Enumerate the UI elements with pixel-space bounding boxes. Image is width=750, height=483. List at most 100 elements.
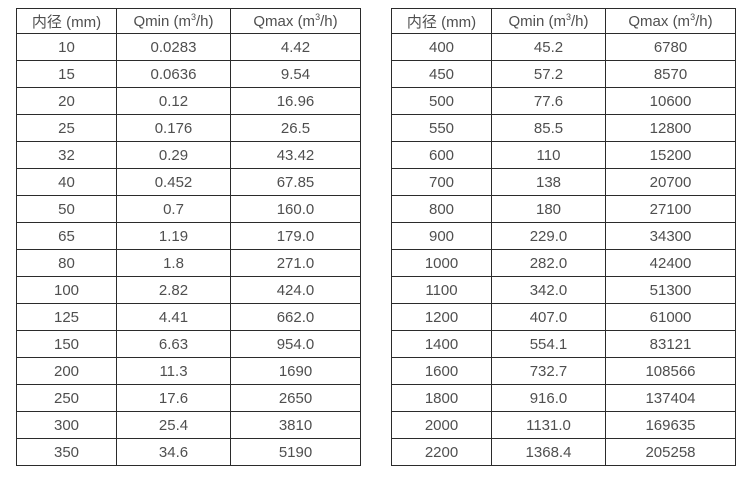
table-cell: 0.176 xyxy=(116,114,231,142)
table-cell: 1800 xyxy=(391,384,492,412)
header-qmax-unit: /h) xyxy=(695,12,713,30)
table-row: 400 45.2 6780 xyxy=(391,33,736,61)
table-cell: 40 xyxy=(16,168,117,196)
table-cell: 229.0 xyxy=(491,222,606,250)
table-cell: 550 xyxy=(391,114,492,142)
table-body: 400 45.2 6780 450 57.2 8570 500 77.6 10600 550 85.… xyxy=(391,33,736,466)
table-row: 550 85.5 12800 xyxy=(391,114,736,142)
table-cell: 1400 xyxy=(391,330,492,358)
table-cell: 180 xyxy=(491,195,606,223)
table-cell: 20 xyxy=(16,87,117,115)
table-cell: 42400 xyxy=(605,249,736,277)
table-cell: 282.0 xyxy=(491,249,606,277)
header-qmin: Qmin (m3/h) xyxy=(491,8,606,34)
table-header-row: 内径 (mm) Qmin (m3/h) Qmax (m3/h) xyxy=(16,8,361,34)
header-qmax-text: Qmax (m xyxy=(628,12,691,30)
header-diameter: 内径 (mm) xyxy=(391,8,492,34)
table-cell: 26.5 xyxy=(230,114,361,142)
table-cell: 15 xyxy=(16,60,117,88)
table-row: 900 229.0 34300 xyxy=(391,222,736,250)
table-row: 800 180 27100 xyxy=(391,195,736,223)
table-cell: 1.8 xyxy=(116,249,231,277)
table-cell: 1690 xyxy=(230,357,361,385)
table-cell: 125 xyxy=(16,303,117,331)
table-cell: 4.41 xyxy=(116,303,231,331)
table-cell: 65 xyxy=(16,222,117,250)
table-cell: 27100 xyxy=(605,195,736,223)
table-cell: 50 xyxy=(16,195,117,223)
header-qmin-superscript: 3 xyxy=(190,11,196,22)
table-row: 65 1.19 179.0 xyxy=(16,222,361,250)
header-qmin-text: Qmin (m xyxy=(133,12,191,30)
table-row: 1000 282.0 42400 xyxy=(391,249,736,277)
table-header-row: 内径 (mm) Qmin (m3/h) Qmax (m3/h) xyxy=(391,8,736,34)
table-row: 20 0.12 16.96 xyxy=(16,87,361,115)
header-qmax-superscript: 3 xyxy=(690,11,696,22)
table-cell: 160.0 xyxy=(230,195,361,223)
table-cell: 954.0 xyxy=(230,330,361,358)
table-row: 250 17.6 2650 xyxy=(16,384,361,412)
table-cell: 137404 xyxy=(605,384,736,412)
table-header: 内径 (mm) Qmin (m3/h) Qmax (m3/h) xyxy=(391,8,736,34)
table-cell: 732.7 xyxy=(491,357,606,385)
table-cell: 61000 xyxy=(605,303,736,331)
header-qmin-text: Qmin (m xyxy=(508,12,566,30)
table-cell: 85.5 xyxy=(491,114,606,142)
table-row: 80 1.8 271.0 xyxy=(16,249,361,277)
table-header: 内径 (mm) Qmin (m3/h) Qmax (m3/h) xyxy=(16,8,361,34)
table-row: 15 0.0636 9.54 xyxy=(16,60,361,88)
table-row: 500 77.6 10600 xyxy=(391,87,736,115)
table-cell: 43.42 xyxy=(230,141,361,169)
flow-table-small-diameters: 内径 (mm) Qmin (m3/h) Qmax (m3/h) 10 0.0283… xyxy=(16,8,361,466)
table-cell: 554.1 xyxy=(491,330,606,358)
table-cell: 400 xyxy=(391,33,492,61)
table-cell: 10600 xyxy=(605,87,736,115)
table-cell: 6.63 xyxy=(116,330,231,358)
header-qmax-text: Qmax (m xyxy=(253,12,316,30)
table-cell: 916.0 xyxy=(491,384,606,412)
header-qmax-unit: /h) xyxy=(320,12,338,30)
table-cell: 100 xyxy=(16,276,117,304)
table-row: 32 0.29 43.42 xyxy=(16,141,361,169)
table-cell: 407.0 xyxy=(491,303,606,331)
table-row: 40 0.452 67.85 xyxy=(16,168,361,196)
table-cell: 342.0 xyxy=(491,276,606,304)
table-cell: 900 xyxy=(391,222,492,250)
table-cell: 57.2 xyxy=(491,60,606,88)
table-row: 1600 732.7 108566 xyxy=(391,357,736,385)
table-cell: 350 xyxy=(16,438,117,466)
header-qmax: Qmax (m3/h) xyxy=(230,8,361,34)
table-cell: 0.0636 xyxy=(116,60,231,88)
table-cell: 4.42 xyxy=(230,33,361,61)
table-row: 2200 1368.4 205258 xyxy=(391,438,736,466)
table-row: 25 0.176 26.5 xyxy=(16,114,361,142)
table-cell: 17.6 xyxy=(116,384,231,412)
header-diameter: 内径 (mm) xyxy=(16,8,117,34)
table-cell: 51300 xyxy=(605,276,736,304)
table-row: 600 110 15200 xyxy=(391,141,736,169)
table-cell: 179.0 xyxy=(230,222,361,250)
header-qmin-superscript: 3 xyxy=(565,11,571,22)
table-cell: 169635 xyxy=(605,411,736,439)
table-cell: 83121 xyxy=(605,330,736,358)
table-cell: 271.0 xyxy=(230,249,361,277)
table-row: 700 138 20700 xyxy=(391,168,736,196)
table-cell: 0.0283 xyxy=(116,33,231,61)
table-cell: 0.7 xyxy=(116,195,231,223)
table-row: 1200 407.0 61000 xyxy=(391,303,736,331)
table-row: 10 0.0283 4.42 xyxy=(16,33,361,61)
table-cell: 25.4 xyxy=(116,411,231,439)
table-cell: 250 xyxy=(16,384,117,412)
table-cell: 138 xyxy=(491,168,606,196)
table-cell: 0.12 xyxy=(116,87,231,115)
table-cell: 11.3 xyxy=(116,357,231,385)
table-cell: 0.29 xyxy=(116,141,231,169)
table-cell: 16.96 xyxy=(230,87,361,115)
table-cell: 10 xyxy=(16,33,117,61)
flow-table-large-diameters: 内径 (mm) Qmin (m3/h) Qmax (m3/h) 400 45.2 6… xyxy=(391,8,736,466)
table-cell: 1.19 xyxy=(116,222,231,250)
table-cell: 8570 xyxy=(605,60,736,88)
table-row: 300 25.4 3810 xyxy=(16,411,361,439)
table-cell: 1600 xyxy=(391,357,492,385)
